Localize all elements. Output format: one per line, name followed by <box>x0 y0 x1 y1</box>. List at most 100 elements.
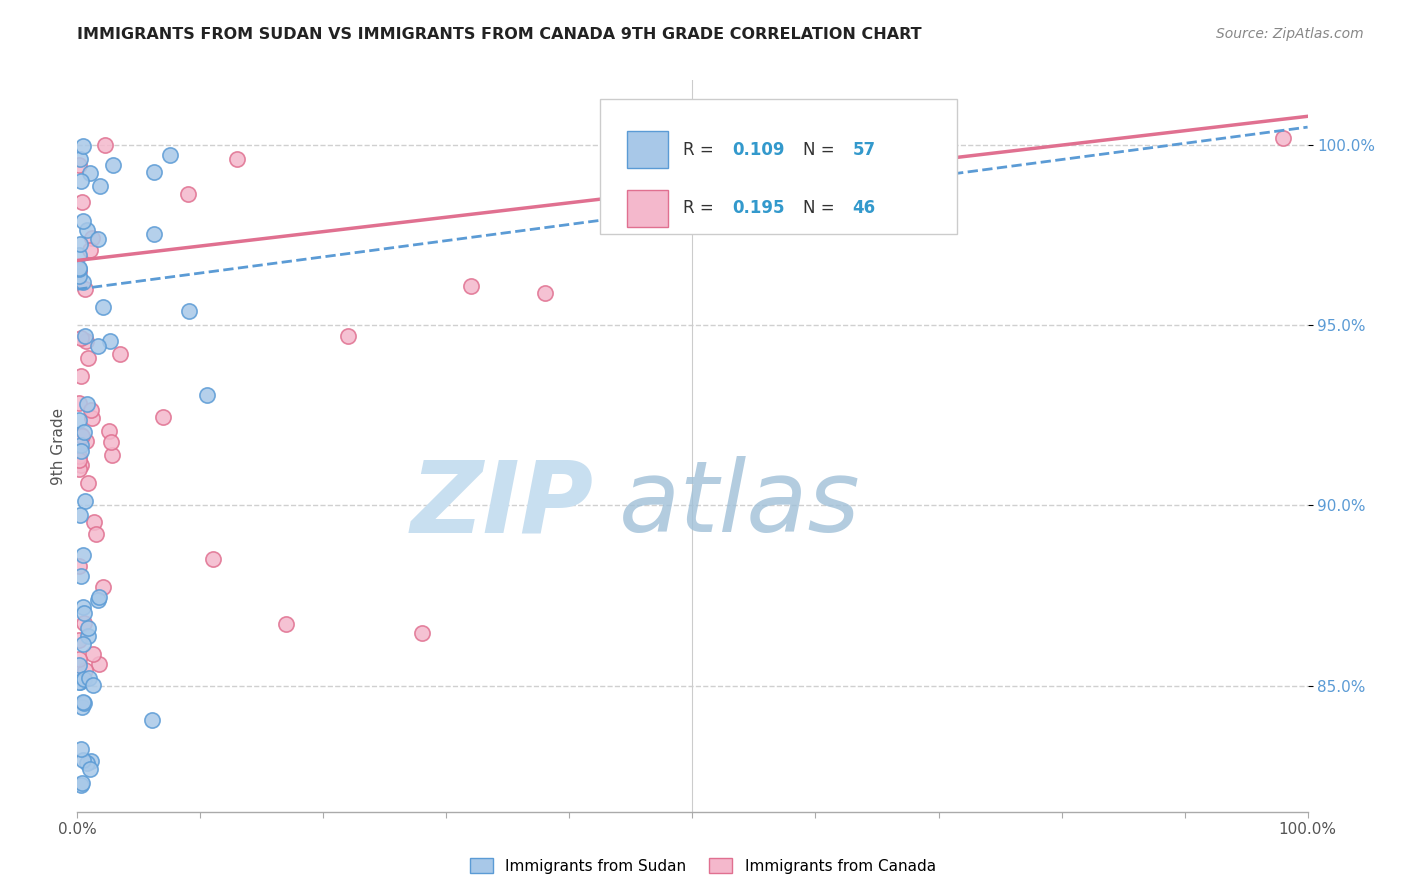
Text: ZIP: ZIP <box>411 456 595 553</box>
Point <box>80 410 103 425</box>
Point <box>108 347 131 361</box>
Point <box>70 742 93 756</box>
Point <box>69 236 91 251</box>
Point <box>460 278 482 293</box>
Point <box>67 268 90 283</box>
Point <box>76 756 98 771</box>
Point <box>201 552 224 566</box>
Point <box>67 449 90 463</box>
Point <box>101 449 124 463</box>
Point <box>75 282 97 296</box>
Point <box>73 696 96 710</box>
Text: 0.195: 0.195 <box>733 199 785 218</box>
Bar <box>627 190 668 227</box>
Point <box>69 152 91 166</box>
Point <box>67 395 90 409</box>
Point <box>67 261 90 276</box>
Point <box>195 388 218 402</box>
Point <box>69 443 91 458</box>
Point <box>79 671 101 685</box>
Point <box>75 334 97 348</box>
Point <box>67 453 90 467</box>
Point <box>77 629 100 643</box>
Point <box>70 194 93 209</box>
Point <box>67 263 90 277</box>
Point <box>70 331 93 345</box>
Point <box>87 232 110 246</box>
Point <box>87 590 110 604</box>
Text: Source: ZipAtlas.com: Source: ZipAtlas.com <box>1216 27 1364 41</box>
Point <box>70 173 93 187</box>
Point <box>91 580 114 594</box>
Point <box>226 152 249 166</box>
Point <box>143 165 166 179</box>
Point <box>73 329 96 343</box>
Point <box>67 632 90 647</box>
Point <box>70 569 93 583</box>
Point <box>67 675 90 690</box>
Point <box>67 559 90 574</box>
Point <box>72 637 94 651</box>
Point <box>82 231 104 245</box>
Point <box>72 599 94 614</box>
Point <box>98 424 121 438</box>
Point <box>73 672 96 686</box>
Point <box>80 403 103 417</box>
Point <box>76 396 98 410</box>
Point <box>94 137 117 152</box>
Text: 57: 57 <box>852 141 876 159</box>
Point <box>69 508 91 522</box>
Point <box>98 334 121 348</box>
Point <box>70 368 93 383</box>
Point <box>87 657 110 672</box>
Point <box>141 713 163 727</box>
Point <box>84 527 107 541</box>
Point <box>337 329 360 343</box>
Point <box>89 179 111 194</box>
Point <box>67 413 90 427</box>
Point <box>79 166 101 180</box>
Point <box>177 304 200 318</box>
Point <box>103 157 125 171</box>
Point <box>76 475 98 490</box>
Point <box>142 227 165 241</box>
Point <box>80 754 103 768</box>
Point <box>87 339 110 353</box>
Text: 46: 46 <box>852 199 876 218</box>
Point <box>1272 131 1295 145</box>
Point <box>79 243 101 257</box>
Point <box>70 778 93 792</box>
Point <box>276 617 298 632</box>
Text: R =: R = <box>683 141 718 159</box>
Point <box>67 261 90 276</box>
Text: R =: R = <box>683 199 718 218</box>
Point <box>72 695 94 709</box>
Bar <box>627 131 668 168</box>
Point <box>82 677 104 691</box>
Point <box>70 429 93 443</box>
Point <box>100 435 122 450</box>
Point <box>77 351 100 366</box>
Point <box>91 300 114 314</box>
Point <box>76 223 98 237</box>
Point <box>70 428 93 442</box>
Point <box>75 434 97 448</box>
Point <box>534 286 557 301</box>
Point <box>70 776 93 790</box>
Point <box>67 657 90 672</box>
Point <box>72 214 94 228</box>
Point <box>72 548 94 562</box>
Point <box>73 663 96 677</box>
Point <box>87 592 110 607</box>
Point <box>152 410 174 425</box>
Text: N =: N = <box>803 141 839 159</box>
Point <box>79 762 101 776</box>
Point <box>67 462 90 476</box>
Point <box>77 622 100 636</box>
Point <box>73 606 96 620</box>
Point <box>69 458 91 473</box>
Point <box>72 275 94 289</box>
FancyBboxPatch shape <box>600 98 957 234</box>
Y-axis label: 9th Grade: 9th Grade <box>51 408 66 484</box>
Point <box>411 626 433 640</box>
